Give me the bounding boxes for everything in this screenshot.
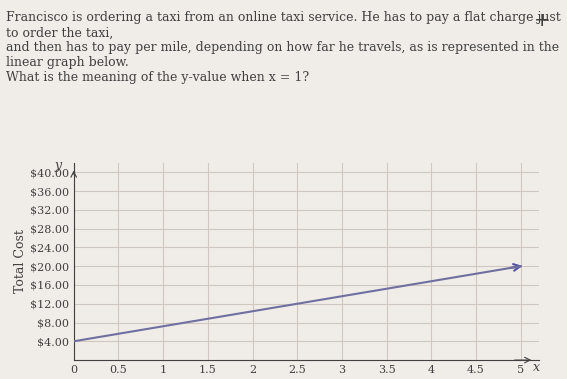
Text: x: x	[534, 360, 540, 374]
Text: y: y	[54, 159, 61, 172]
Text: +: +	[534, 11, 550, 30]
Y-axis label: Total Cost: Total Cost	[14, 230, 27, 293]
Text: Francisco is ordering a taxi from an online taxi service. He has to pay a flat c: Francisco is ordering a taxi from an onl…	[6, 11, 560, 85]
